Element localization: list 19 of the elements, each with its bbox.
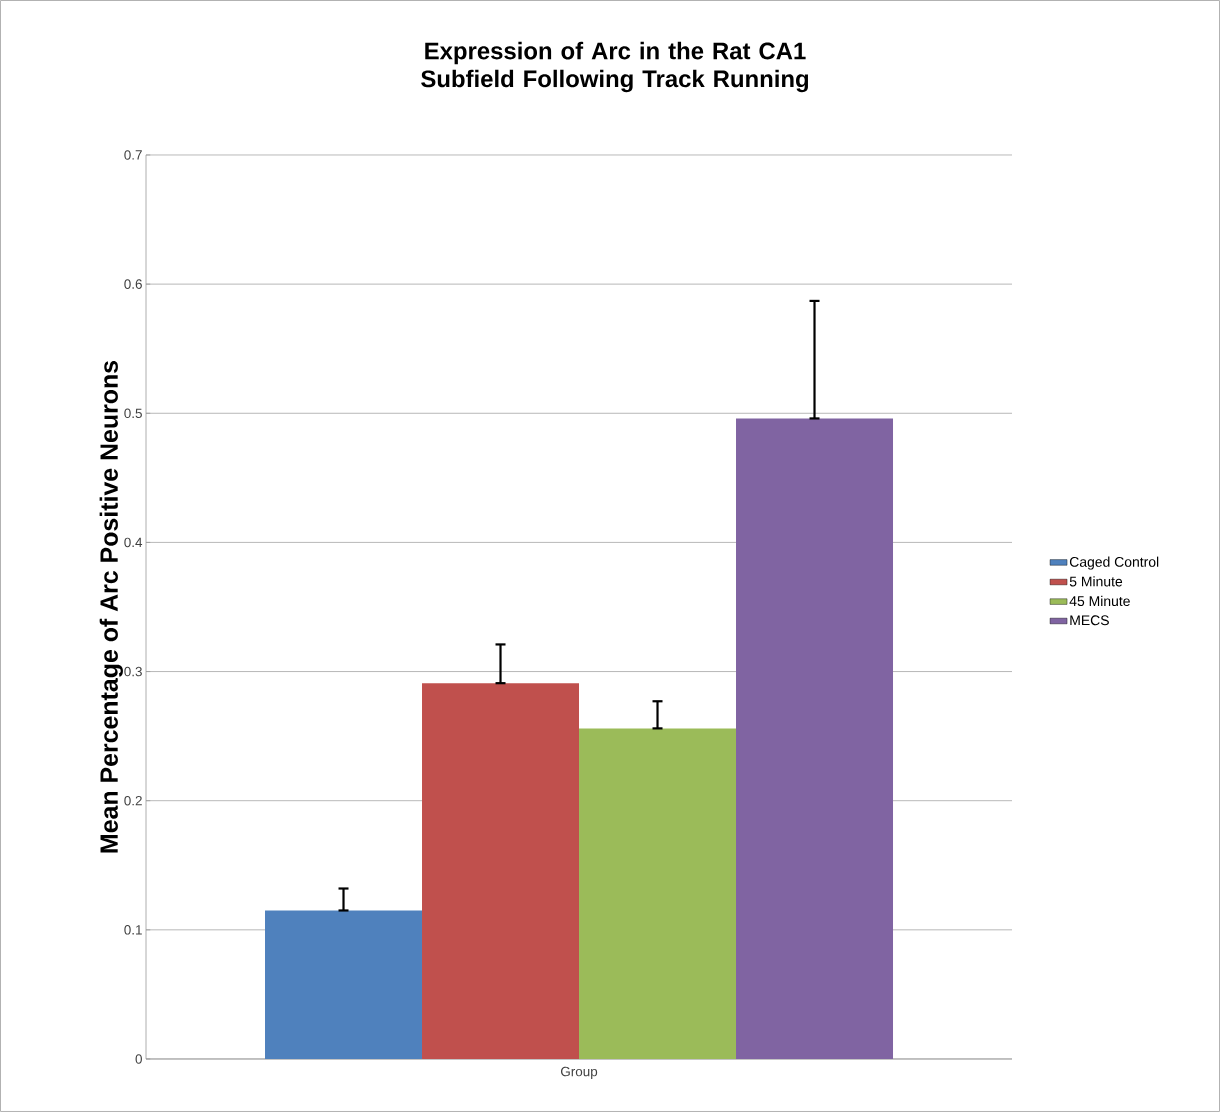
- legend-label: MECS: [1070, 615, 1109, 626]
- bar: [265, 910, 423, 1059]
- y-tick-label: 0.4: [124, 537, 143, 548]
- y-axis-title: Mean Percentage of Arc Positive Neurons: [99, 360, 123, 853]
- y-tick-label: 0.7: [124, 150, 142, 160]
- y-tick-label: 0: [135, 1054, 142, 1064]
- y-tick-label: 0.5: [124, 408, 142, 419]
- y-tick-label: 0.6: [124, 279, 142, 289]
- bar: [422, 683, 580, 1059]
- y-tick-label: 0.2: [124, 795, 142, 806]
- y-tick-label: 0.1: [124, 925, 142, 935]
- chart-title: Expression of Arc in the Rat CA1 Subfield Following Track Running: [421, 41, 809, 93]
- legend-label: 5 Minute: [1069, 576, 1123, 587]
- bar: [579, 728, 737, 1059]
- y-tick-label: 0.3: [124, 666, 142, 677]
- x-tick-label: Group: [560, 1066, 598, 1079]
- legend-label: Caged Control: [1069, 556, 1159, 570]
- bar: [736, 418, 894, 1059]
- legend-label: 45 Minute: [1069, 595, 1130, 607]
